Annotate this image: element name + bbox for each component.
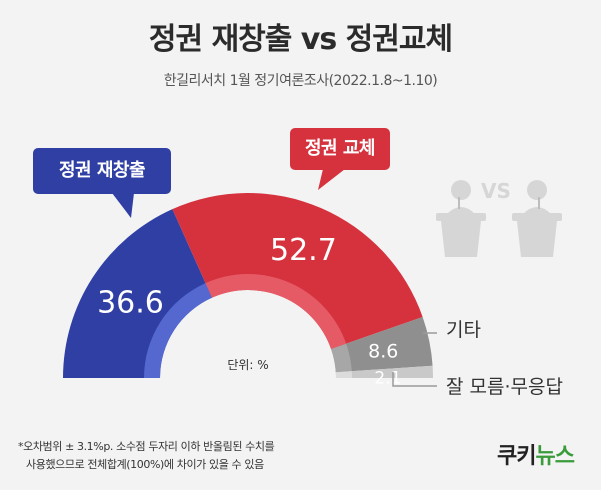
logo-part-1: 쿠키 [497,444,536,469]
slice-regime-change [172,192,423,349]
slice-dont-know [335,365,433,378]
vs-text: VS [481,179,511,203]
leader-line-dont-know [392,372,437,387]
callout-pointer-red [318,169,345,190]
inner-ring-other [331,343,352,373]
chart-subtitle: 한길리서치 1월 정기여론조사(2022.1.8~1.10) [163,73,438,89]
inner-ring-dont-know [335,371,352,378]
value-label-dont-know: 2.1 [374,369,401,389]
vs-icon: VS [481,179,511,203]
slice-regime-continuation [63,209,213,378]
logo-part-2: 뉴스 [535,444,574,469]
outside-label-other: 기타 [446,319,481,341]
value-label-regime-continuation: 36.6 [97,286,164,321]
chart-title: 정권 재창출 vs 정권교체 [148,22,453,57]
unit-label: 단위: % [227,358,268,372]
value-label-regime-change: 52.7 [270,233,337,268]
outside-label-dont-know: 잘 모름·무응답 [446,376,563,398]
callout-pointer-blue [112,193,134,218]
inner-ring-regime-continuation [144,283,213,378]
kuki-news-logo: 쿠키뉴스 [497,438,575,470]
value-label-other: 8.6 [368,340,398,362]
podium-speaker-icon [436,180,486,257]
footnote: *오차범위 ± 3.1%p. 소수점 두자리 이하 반올림된 수치를 사용했으므… [18,438,275,474]
callout-regime-change: 정권 교체 [290,128,390,170]
callout-regime-continuation: 정권 재창출 [33,148,171,194]
footnote-line-2: 사용했으므로 전체합계(100%)에 차이가 있을 수 있음 [26,458,264,471]
inner-ring-regime-change [205,274,347,349]
podium-speaker-icon [512,180,562,257]
slice-other [331,316,433,373]
footnote-line-1: *오차범위 ± 3.1%p. 소수점 두자리 이하 반올림된 수치를 [18,440,275,453]
